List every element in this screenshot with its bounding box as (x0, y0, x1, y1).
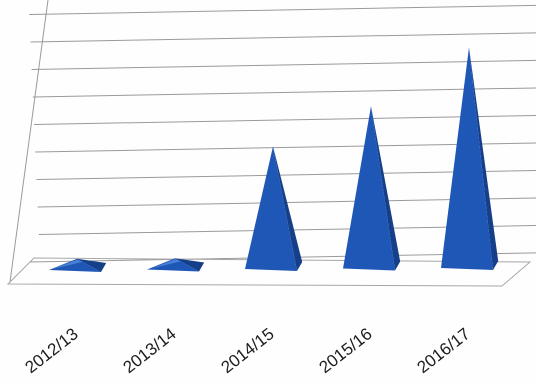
gridlines (9, 0, 536, 283)
bar-side-face (469, 47, 499, 270)
bar-highlight (151, 259, 181, 269)
x-tick-label: 2015/16 (316, 324, 376, 377)
gridline (32, 87, 536, 98)
bars (49, 47, 499, 272)
bar-2015-16 (343, 106, 401, 271)
bar-side-face (77, 258, 107, 272)
gridline (33, 114, 536, 125)
bar-2013-14 (147, 258, 205, 272)
gridline (29, 4, 536, 15)
bar-front-face (147, 258, 199, 272)
bar-front-face (441, 47, 493, 270)
x-tick-label: 2016/17 (414, 324, 474, 377)
x-tick-label: 2012/13 (22, 324, 82, 377)
x-axis-tick-labels: 2012/13 2013/14 2014/15 2015/16 2016/17 (22, 324, 474, 377)
bar-front-face (245, 146, 297, 271)
bar-side-face (371, 106, 401, 271)
bar-highlight (53, 259, 83, 269)
gridline (31, 59, 536, 70)
gridline (35, 142, 536, 153)
bar-side-face (175, 258, 205, 272)
x-tick-label: 2013/14 (120, 324, 180, 377)
gridline (30, 32, 536, 43)
bar-2014-15 (245, 146, 303, 271)
bar-2012-13 (49, 258, 107, 272)
x-tick-label: 2014/15 (218, 324, 278, 377)
chart-floor (6, 257, 532, 287)
wall-edge (9, 0, 49, 283)
bar-front-face (343, 106, 395, 271)
bar-side-face (273, 146, 303, 271)
gridline (36, 170, 536, 180)
bar-front-face (49, 258, 101, 272)
bar-2016-17 (441, 47, 499, 270)
floor-outline (6, 257, 532, 287)
